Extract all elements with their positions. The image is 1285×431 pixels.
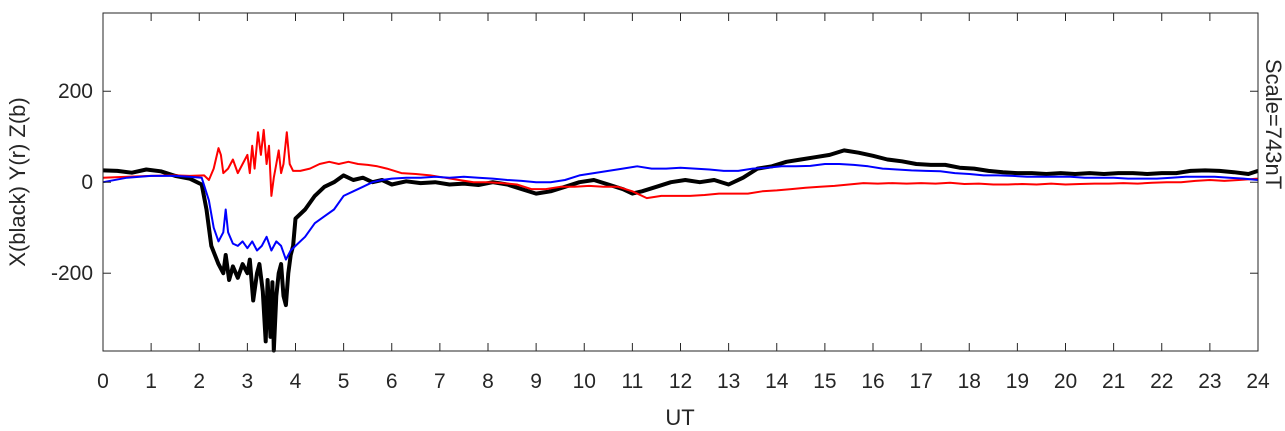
x-tick-label-7: 7 <box>434 370 446 393</box>
series-line-y <box>102 128 1259 200</box>
x-axis-ticks: 0 1 2 3 4 5 6 7 8 9 10 11 12 13 14 15 16 17 18 19 20 21 22 23 24 <box>97 13 1270 393</box>
x-tick-label-9: 9 <box>530 370 542 393</box>
series-line-z <box>102 163 1259 261</box>
y-tick-label-1: 0 <box>81 171 93 194</box>
y-tick-label-2: 200 <box>58 80 93 103</box>
x-tick-label-6: 6 <box>386 370 398 393</box>
x-tick-label-11: 11 <box>621 370 643 393</box>
scale-annotation: Scale=743nT <box>1261 59 1285 189</box>
x-tick-label-17: 17 <box>909 370 932 393</box>
x-tick-label-21: 21 <box>1102 370 1125 393</box>
x-tick-label-19: 19 <box>1006 370 1029 393</box>
x-axis-label: UT <box>665 405 694 430</box>
x-tick-label-10: 10 <box>573 370 596 393</box>
x-tick-label-20: 20 <box>1054 370 1077 393</box>
x-tick-label-13: 13 <box>717 370 740 393</box>
x-tick-label-23: 23 <box>1198 370 1221 393</box>
x-tick-label-14: 14 <box>765 370 789 393</box>
x-tick-label-4: 4 <box>290 370 302 393</box>
x-tick-label-16: 16 <box>861 370 884 393</box>
x-tick-label-0: 0 <box>97 370 109 393</box>
x-tick-label-15: 15 <box>813 370 836 393</box>
x-tick-label-2: 2 <box>193 370 205 393</box>
x-tick-label-1: 1 <box>145 370 157 393</box>
series-layer <box>102 128 1259 353</box>
x-tick-label-18: 18 <box>958 370 981 393</box>
x-tick-label-3: 3 <box>242 370 254 393</box>
x-tick-label-12: 12 <box>669 370 692 393</box>
y-axis-label: X(black) Y(r) Z(b) <box>5 97 30 267</box>
x-tick-label-24: 24 <box>1246 370 1270 393</box>
y-tick-label-0: -200 <box>51 262 93 285</box>
y-axis-ticks: -200 0 200 <box>51 80 1258 285</box>
x-tick-label-22: 22 <box>1150 370 1173 393</box>
x-tick-label-5: 5 <box>338 370 350 393</box>
x-tick-label-8: 8 <box>482 370 494 393</box>
